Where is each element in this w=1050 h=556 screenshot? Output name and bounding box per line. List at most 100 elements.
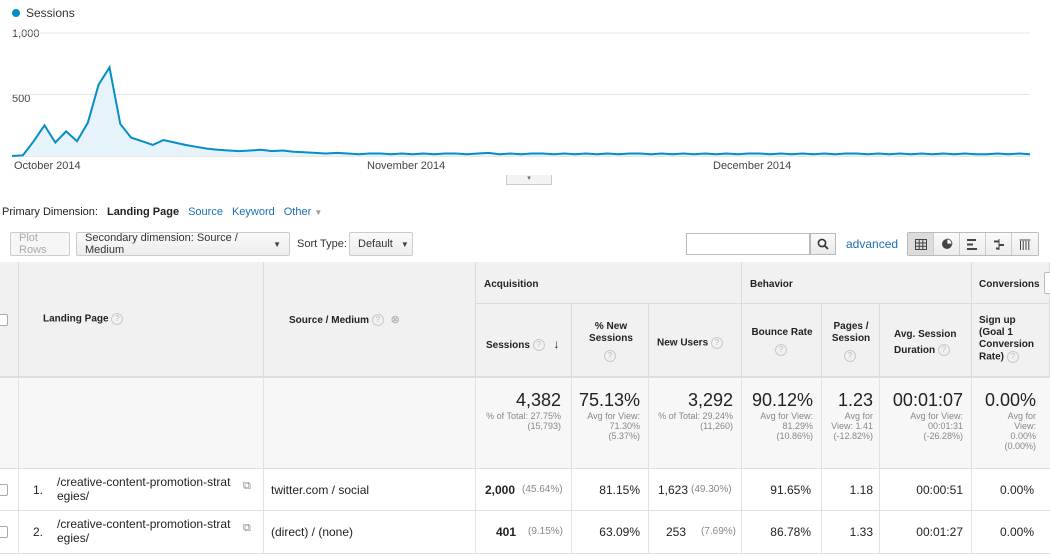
bounce-rate-header-label: Bounce Rate (751, 327, 813, 338)
help-icon[interactable]: ? (111, 313, 124, 325)
sessions-pct: (45.64%) (522, 484, 563, 495)
open-page-icon[interactable]: ⧉ (243, 522, 251, 534)
conversions-label: Conversions (979, 279, 1040, 290)
sort-type-value: Default (358, 238, 393, 250)
legend-label: Sessions (26, 6, 75, 20)
behavior-group-header: Behavior (742, 262, 972, 304)
landing-page-link[interactable]: /creative-content-promotion-strat egies/ (57, 475, 231, 503)
duration-value: 00:00:51 (880, 469, 972, 510)
search-icon (817, 238, 829, 250)
total-signup-sub: Avg for View: 0.00% (0.00%) (1004, 411, 1036, 451)
total-new-users: 3,292 (687, 390, 733, 410)
plot-rows-button[interactable]: Plot Rows (10, 232, 70, 256)
chevron-down-icon: ▼ (273, 239, 281, 249)
source-medium-header[interactable]: Source / Medium ? ⊗ (264, 262, 476, 377)
y-tick-label: 1,000 (12, 28, 40, 40)
signup-conversion-header[interactable]: Sign up (Goal 1 Conversion Rate) ? (972, 304, 1050, 377)
sessions-header[interactable]: Sessions ? ↓ (476, 304, 572, 377)
acquisition-label: Acquisition (484, 279, 539, 290)
help-icon[interactable]: ? (1006, 351, 1019, 363)
session-duration-header-label: Avg. Session Duration (894, 329, 957, 356)
total-duration-sub: Avg for View: 00:01:31 (-26.28%) (910, 411, 963, 441)
chart-resize-handle[interactable]: ▾ (506, 175, 552, 185)
row-checkbox[interactable] (0, 484, 8, 496)
total-signup: 0.00% (984, 390, 1036, 410)
sort-type-select[interactable]: Default ▼ (349, 232, 413, 256)
total-bounce-cell: 90.12% Avg for View: 81.29% (10.86%) (742, 378, 822, 468)
totals-row (0, 378, 1050, 468)
comparison-view-icon[interactable] (986, 233, 1012, 255)
chart-legend[interactable]: Sessions (12, 6, 75, 20)
sessions-value: 401 (496, 525, 517, 539)
legend-dot-icon (12, 9, 20, 17)
new-users-pct: (49.30%) (691, 484, 732, 495)
advanced-filter-link[interactable]: advanced (846, 237, 899, 251)
help-icon[interactable]: ? (775, 344, 787, 356)
table-view-icon[interactable] (908, 233, 934, 255)
acquisition-group-header: Acquisition (476, 262, 742, 304)
total-bounce-sub: Avg for View: 81.29% (10.86%) (760, 411, 813, 441)
goal-select[interactable] (1044, 272, 1050, 294)
help-icon[interactable]: ? (371, 314, 384, 327)
sessions-value: 2,000 (485, 483, 516, 497)
help-icon[interactable]: ? (937, 344, 950, 357)
landing-page-header[interactable]: Landing Page ? (19, 262, 264, 377)
source-medium-value[interactable]: twitter.com / social (271, 483, 370, 497)
new-users-pct: (7.69%) (701, 526, 737, 537)
total-duration-cell: 00:01:07 Avg for View: 00:01:31 (-26.28%… (880, 378, 972, 468)
help-icon[interactable]: ? (532, 339, 545, 352)
new-sessions-header[interactable]: % New Sessions ? (572, 304, 649, 377)
pie-view-icon[interactable] (934, 233, 960, 255)
behavior-label: Behavior (750, 279, 793, 290)
sort-descending-icon[interactable]: ↓ (553, 337, 560, 351)
bounce-rate-header[interactable]: Bounce Rate ? (742, 304, 822, 377)
primary-dimension-bar: Primary Dimension: Landing Page Source K… (2, 206, 322, 218)
landing-page-header-label: Landing Page (43, 313, 109, 325)
open-page-icon[interactable]: ⧉ (243, 480, 251, 492)
row-number: 1. (33, 483, 44, 497)
dimension-landing-page[interactable]: Landing Page (106, 206, 180, 218)
help-icon[interactable]: ? (604, 350, 616, 362)
landing-page-link[interactable]: /creative-content-promotion-strat egies/ (57, 517, 231, 545)
total-bounce: 90.12% (751, 390, 813, 410)
bar-view-icon[interactable] (960, 233, 986, 255)
total-new-users-cell: 3,292 % of Total: 29.24% (11,260) (649, 378, 742, 468)
total-new-sessions-sub: Avg for View: 71.30% (5.37%) (587, 411, 640, 441)
row-checkbox[interactable] (0, 526, 8, 538)
new-users-header-label: New Users (657, 337, 709, 349)
sessions-line (11, 64, 1031, 157)
total-sessions-cell: 4,382 % of Total: 27.75% (15,793) (476, 378, 572, 468)
dimension-other[interactable]: Other ▼ (283, 206, 323, 218)
session-duration-header[interactable]: Avg. Session Duration ? (880, 304, 972, 377)
table-search-input[interactable] (686, 233, 810, 255)
total-signup-cell: 0.00% Avg for View: 0.00% (0.00%) (972, 378, 1050, 468)
duration-value: 00:01:27 (880, 511, 972, 553)
x-tick-label: November 2014 (367, 160, 446, 172)
help-icon[interactable]: ? (844, 350, 856, 362)
sessions-pct: (9.15%) (528, 526, 564, 537)
dimension-keyword[interactable]: Keyword (231, 206, 275, 218)
select-all-checkbox[interactable] (0, 314, 8, 326)
primary-dimension-label: Primary Dimension: (2, 206, 98, 218)
conversions-group-header: Conversions (972, 262, 1050, 304)
bounce-value: 91.65% (742, 469, 822, 510)
new-users-header[interactable]: New Users ? (649, 304, 742, 377)
signup-header-label: Sign up (Goal 1 Conversion Rate) (979, 315, 1035, 363)
pivot-view-icon[interactable] (1012, 233, 1038, 255)
search-button[interactable] (810, 233, 836, 255)
signup-value: 0.00% (999, 525, 1034, 539)
chevron-down-icon: ▼ (314, 208, 323, 217)
dimension-source[interactable]: Source (188, 206, 223, 218)
total-sessions: 4,382 (515, 390, 561, 410)
pages-session-header-label: Pages / Session (831, 321, 871, 344)
remove-dimension-icon[interactable]: ⊗ (390, 314, 400, 326)
help-icon[interactable]: ? (710, 337, 723, 349)
x-tick-label: December 2014 (713, 160, 792, 172)
new-sessions-value: 81.15% (572, 469, 649, 510)
pages-session-header[interactable]: Pages / Session ? (822, 304, 880, 377)
total-pages: 1.23 (837, 390, 873, 410)
total-sessions-sub: % of Total: 27.75% (15,793) (486, 411, 561, 431)
source-medium-value[interactable]: (direct) / (none) (271, 525, 354, 539)
secondary-dimension-select[interactable]: Secondary dimension: Source / Medium ▼ (76, 232, 290, 256)
chart-plot-area[interactable] (0, 0, 1050, 180)
